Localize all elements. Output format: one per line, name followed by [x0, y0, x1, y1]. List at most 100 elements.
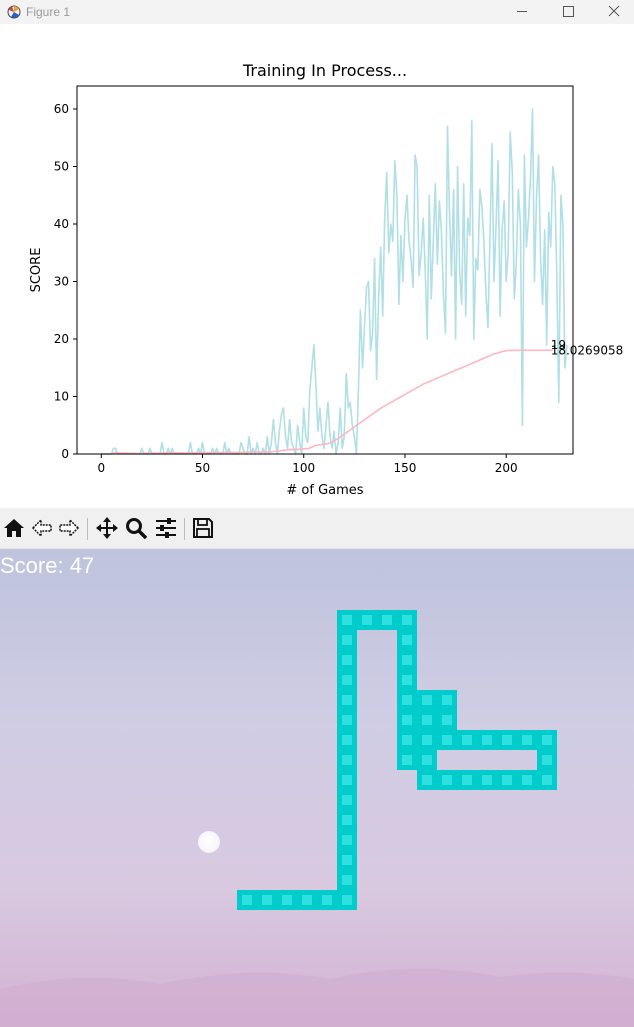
snake-segment — [417, 710, 437, 730]
snake-segment — [337, 770, 357, 790]
x-tick-label: 150 — [394, 461, 417, 475]
snake-segment — [477, 770, 497, 790]
last-value-annotation: 19 — [551, 338, 566, 352]
snake-segment — [337, 810, 357, 830]
home-icon — [4, 519, 24, 537]
snake-segment — [317, 890, 337, 910]
x-axis-label: # of Games — [286, 483, 363, 498]
zoom-button[interactable] — [124, 516, 148, 540]
snake-segment — [497, 730, 517, 750]
snake-segment — [417, 730, 437, 750]
y-tick-label: 30 — [54, 275, 69, 289]
figure-canvas: Training In Process... 0 50 100 150 200 0 10 2… — [0, 24, 634, 508]
plot-frame — [76, 85, 574, 455]
snake-segment — [417, 750, 437, 770]
snake-segment — [337, 650, 357, 670]
y-axis-label: SCORE — [29, 248, 44, 293]
snake-segment — [377, 610, 397, 630]
save-button[interactable] — [191, 516, 215, 540]
snake-segment — [337, 610, 357, 630]
snake-segment — [397, 670, 417, 690]
forward-arrow-icon — [59, 518, 80, 538]
minimize-icon — [517, 11, 527, 12]
score-label: Score: 47 — [0, 553, 95, 578]
y-tick-label: 50 — [54, 160, 69, 174]
snake-segment — [397, 690, 417, 710]
snake-segment — [337, 790, 357, 810]
back-arrow-icon — [31, 518, 52, 538]
snake-segment — [337, 890, 357, 910]
mean-scores-line — [101, 349, 553, 455]
close-button[interactable] — [591, 0, 634, 24]
scores-line — [101, 108, 568, 455]
snake-segment — [337, 630, 357, 650]
snake-segment — [397, 610, 417, 630]
snake-segment — [437, 690, 457, 710]
snake-segment — [337, 750, 357, 770]
snake-game-area: Score: 47 — [0, 549, 634, 1027]
snake-segment — [257, 890, 277, 910]
snake-segment — [337, 690, 357, 710]
x-tick-label: 0 — [97, 461, 105, 475]
snake-segment — [517, 730, 537, 750]
x-tick-label: 100 — [292, 461, 315, 475]
maximize-button[interactable] — [545, 0, 591, 24]
snake-segment — [397, 730, 417, 750]
snake-segment — [297, 890, 317, 910]
background-hills — [0, 968, 634, 1027]
snake-segment — [337, 850, 357, 870]
x-tick-label: 50 — [195, 461, 210, 475]
y-tick-label: 10 — [54, 390, 69, 404]
configure-subplots-icon — [156, 518, 176, 538]
snake-segment — [437, 710, 457, 730]
forward-button[interactable] — [57, 516, 81, 540]
snake-segment — [397, 630, 417, 650]
y-tick-label: 60 — [54, 102, 69, 116]
toolbar-separator — [87, 518, 88, 540]
chart-title: Training In Process... — [242, 61, 407, 80]
snake-segment — [457, 770, 477, 790]
snake-segment — [397, 750, 417, 770]
food-pellet — [198, 831, 220, 853]
x-tick-label: 200 — [495, 461, 518, 475]
y-tick-label: 20 — [54, 332, 69, 346]
snake-segment — [337, 830, 357, 850]
snake-segment — [417, 770, 437, 790]
title-bar: Figure 1 — [0, 0, 634, 24]
snake-segment — [537, 770, 557, 790]
snake-segment — [337, 670, 357, 690]
snake-segment — [537, 750, 557, 770]
back-button[interactable] — [30, 516, 54, 540]
snake-segment — [437, 770, 457, 790]
last-value-annotation: 18.0269058 — [551, 343, 624, 357]
snake-segment — [457, 730, 477, 750]
snake-segment — [517, 770, 537, 790]
snake-segment — [497, 770, 517, 790]
navigation-toolbar — [0, 508, 634, 549]
snake-segment — [537, 730, 557, 750]
snake-segment — [477, 730, 497, 750]
save-icon — [193, 518, 213, 538]
snake-segment — [237, 890, 257, 910]
y-tick-label: 40 — [54, 217, 69, 231]
pan-button[interactable] — [95, 516, 119, 540]
snake-segment — [337, 730, 357, 750]
configure-subplots-button[interactable] — [154, 516, 178, 540]
window-title: Figure 1 — [26, 5, 71, 19]
snake-segment — [437, 730, 457, 750]
snake-segment — [277, 890, 297, 910]
snake-segment — [417, 690, 437, 710]
zoom-icon — [126, 518, 148, 540]
snake-segment — [337, 710, 357, 730]
snake-segment — [357, 610, 377, 630]
snake-segment — [397, 650, 417, 670]
score-chart: Training In Process... 0 50 100 150 200 0 10 2… — [29, 61, 624, 498]
minimize-button[interactable] — [499, 0, 545, 24]
y-tick-label: 0 — [61, 447, 69, 461]
snake-segment — [337, 870, 357, 890]
close-icon — [608, 5, 620, 17]
pan-icon — [96, 517, 118, 539]
home-button[interactable] — [2, 516, 26, 540]
toolbar-separator — [184, 518, 185, 540]
matplotlib-app-icon — [7, 5, 21, 19]
